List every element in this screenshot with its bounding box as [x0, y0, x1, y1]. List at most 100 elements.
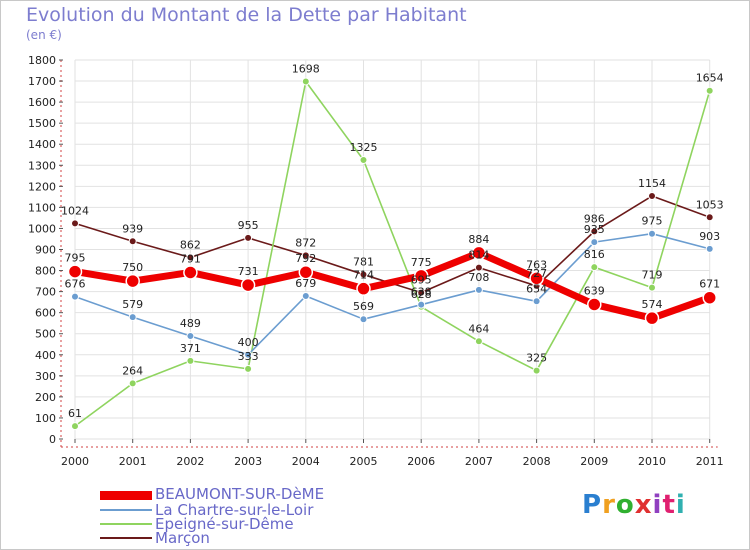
data-label: 750 [122, 261, 143, 274]
y-tick-label: 100 [35, 412, 56, 425]
x-tick-label: 2007 [465, 455, 493, 468]
legend-label-beaumont: BEAUMONT-SUR-DèME [155, 485, 325, 503]
data-point [240, 277, 256, 293]
data-label: 333 [238, 350, 259, 363]
y-tick-label: 700 [35, 286, 56, 299]
logo-letter: x [634, 490, 653, 520]
data-point [590, 263, 599, 272]
y-tick-label: 1000 [28, 222, 56, 235]
data-label: 1654 [696, 72, 724, 85]
data-point [125, 273, 140, 289]
y-tick-label: 600 [35, 307, 56, 320]
data-point [356, 281, 371, 296]
data-point [417, 288, 426, 297]
legend-swatch-marcon [100, 537, 152, 539]
data-label: 792 [295, 252, 316, 265]
data-label: 1053 [696, 198, 724, 211]
data-point [413, 268, 429, 284]
data-label: 862 [180, 239, 201, 252]
data-label: 264 [122, 364, 143, 377]
data-label: 955 [238, 219, 259, 232]
data-label: 763 [526, 258, 547, 271]
y-tick-label: 0 [49, 433, 56, 446]
x-tick-label: 2010 [638, 455, 666, 468]
data-label: 579 [122, 298, 143, 311]
logo-letter: t [662, 490, 676, 520]
data-label: 325 [526, 352, 547, 365]
series-line [74, 80, 711, 427]
data-point [474, 285, 483, 294]
logo-letter: P [582, 490, 603, 520]
data-point [702, 290, 717, 305]
data-label: 1698 [292, 62, 320, 75]
data-point [301, 251, 310, 260]
legend-swatch-beaumont [100, 491, 152, 500]
x-tick-label: 2008 [523, 455, 551, 468]
data-point [590, 238, 599, 247]
data-label: 939 [122, 222, 143, 235]
y-tick-label: 300 [35, 370, 56, 383]
data-point [301, 77, 310, 86]
data-label: 727 [526, 267, 547, 280]
data-label: 371 [180, 342, 201, 355]
legend-swatch-la-chartre [100, 509, 152, 511]
data-point [705, 244, 714, 253]
data-point [644, 310, 660, 326]
proxiti-logo: Proxiti [582, 490, 686, 520]
data-point [359, 270, 368, 279]
data-point [71, 292, 79, 301]
y-tick-label: 1800 [28, 54, 56, 67]
data-label: 781 [353, 256, 374, 269]
y-tick-label: 500 [35, 328, 56, 341]
data-label: 986 [584, 212, 605, 225]
y-tick-label: 1600 [28, 96, 56, 109]
data-point [529, 271, 544, 286]
data-point [71, 422, 79, 431]
y-tick-label: 1700 [28, 75, 56, 88]
y-tick-label: 800 [35, 265, 56, 278]
y-tick-label: 1300 [28, 159, 56, 172]
y-axis-ticks: 0 100 200 300 400 500 600 700 800 900 1000 1100 1200… [28, 54, 63, 446]
data-label: 638 [411, 286, 432, 299]
data-label: 714 [353, 269, 374, 282]
data-label: 654 [526, 282, 547, 295]
series-group [67, 77, 717, 431]
data-label: 1024 [61, 204, 89, 217]
x-tick-label: 2011 [696, 455, 724, 468]
data-label: 569 [353, 300, 374, 313]
data-label: 731 [238, 265, 259, 278]
data-label: 639 [584, 284, 605, 297]
data-label: 695 [411, 274, 432, 287]
data-point [186, 356, 195, 365]
x-tick-label: 2003 [234, 455, 262, 468]
data-label: 400 [238, 336, 259, 349]
x-tick-label: 2005 [350, 455, 378, 468]
data-point [128, 237, 137, 246]
x-tick-label: 2001 [119, 455, 147, 468]
data-point [587, 297, 602, 312]
grid [74, 59, 711, 440]
y-tick-label: 1500 [28, 117, 56, 130]
data-label: 489 [180, 317, 201, 330]
y-tick-label: 1400 [28, 138, 56, 151]
data-point [359, 156, 368, 165]
data-point [183, 265, 198, 280]
x-tick-label: 2000 [61, 455, 89, 468]
data-label: 574 [642, 298, 663, 311]
data-label: 775 [411, 256, 432, 269]
data-label: 628 [411, 288, 432, 301]
data-label: 975 [642, 215, 663, 228]
y-tick-label: 200 [35, 391, 56, 404]
x-tick-label: 2002 [176, 455, 204, 468]
data-point [298, 264, 314, 280]
y-tick-label: 1100 [28, 201, 56, 214]
data-label: 903 [699, 230, 720, 243]
logo-letter: i [652, 490, 663, 520]
data-label: 679 [295, 277, 316, 290]
data-labels: 1024 939 862 955 872 781 695 814 727 986 1154 1053 6… [61, 62, 724, 420]
data-label: 464 [468, 322, 489, 335]
data-point [648, 283, 656, 292]
x-tick-label: 2004 [292, 455, 320, 468]
data-label: 676 [65, 278, 86, 291]
